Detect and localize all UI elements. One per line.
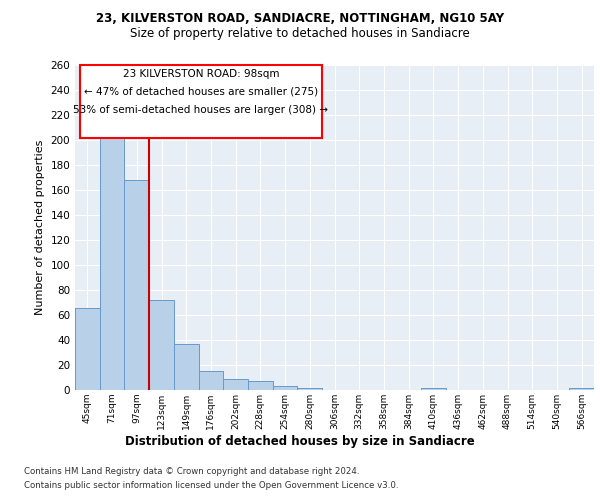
Bar [100,131,124,390]
Bar [569,388,594,390]
Bar [174,344,199,390]
Bar [298,388,322,390]
Bar [273,386,298,390]
Text: Contains public sector information licensed under the Open Government Licence v3: Contains public sector information licen… [24,481,398,490]
Text: 53% of semi-detached houses are larger (308) →: 53% of semi-detached houses are larger (… [73,105,328,115]
Text: ← 47% of detached houses are smaller (275): ← 47% of detached houses are smaller (27… [84,87,318,97]
Text: Size of property relative to detached houses in Sandiacre: Size of property relative to detached ho… [130,28,470,40]
Text: Contains HM Land Registry data © Crown copyright and database right 2024.: Contains HM Land Registry data © Crown c… [24,468,359,476]
Text: Distribution of detached houses by size in Sandiacre: Distribution of detached houses by size … [125,435,475,448]
Bar [149,300,174,390]
Bar [421,388,446,390]
Y-axis label: Number of detached properties: Number of detached properties [35,140,45,315]
Text: 23 KILVERSTON ROAD: 98sqm: 23 KILVERSTON ROAD: 98sqm [122,68,279,78]
Bar [199,371,223,390]
Bar [248,381,273,390]
Bar [75,308,100,390]
Bar [223,379,248,390]
Text: 23, KILVERSTON ROAD, SANDIACRE, NOTTINGHAM, NG10 5AY: 23, KILVERSTON ROAD, SANDIACRE, NOTTINGH… [96,12,504,26]
Bar [80,65,322,138]
Bar [124,180,149,390]
